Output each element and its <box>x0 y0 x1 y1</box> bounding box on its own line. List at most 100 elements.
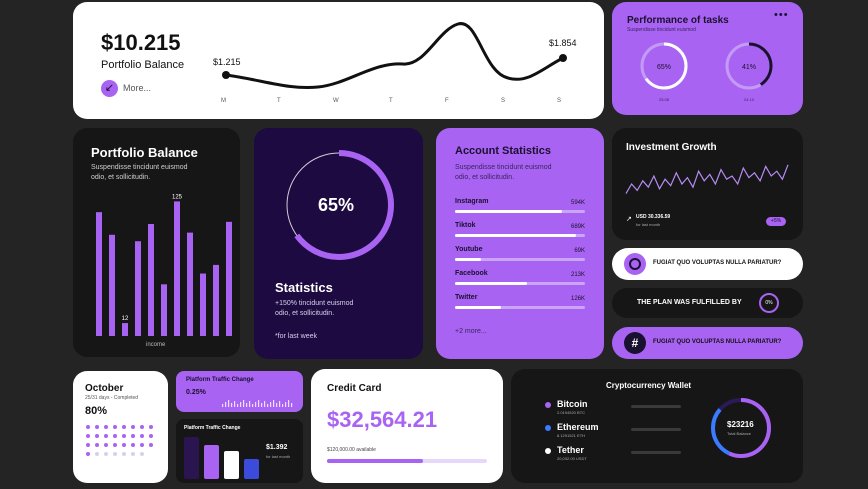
account-fill <box>455 306 501 309</box>
growth-badge: +5% <box>766 217 786 226</box>
october-title: October <box>85 383 124 394</box>
bars-x-label: income <box>146 342 166 348</box>
performance-rings: 65% 25.08 41% 24.10 <box>640 42 773 102</box>
end-value-label: $1.854 <box>549 38 577 48</box>
day-dot <box>86 443 90 447</box>
spark-tick <box>231 403 233 407</box>
coin-dot <box>545 425 551 431</box>
portfolio-bars-card: Portfolio Balance Suspendisse tincidunt … <box>73 128 240 357</box>
growth-title: Investment Growth <box>626 142 717 153</box>
day-dot <box>95 443 99 447</box>
pill-faq-2[interactable]: # FUGIAT QUO VOLUPTAS NULLA PARIATUR? <box>612 327 803 359</box>
growth-caption: for last month <box>636 222 661 227</box>
day-dot <box>122 425 126 429</box>
spark-tick <box>237 404 239 407</box>
spark-tick <box>240 402 242 407</box>
income-bar <box>187 232 193 336</box>
ring-progress <box>725 42 773 90</box>
day-dot <box>113 434 117 438</box>
account-fill <box>455 234 576 237</box>
day-dot <box>140 425 144 429</box>
pill-plan-fulfilled[interactable]: THE PLAN WAS FULFILLED BY 0% <box>612 288 803 318</box>
more-button[interactable]: ↙ More... <box>101 80 181 98</box>
day-dot <box>149 443 153 447</box>
day-dot <box>95 452 99 456</box>
day-dot <box>140 452 144 456</box>
hashtag-icon: # <box>624 332 646 354</box>
day-dot <box>104 443 108 447</box>
spark-tick <box>228 400 230 407</box>
spark-tick <box>249 401 251 407</box>
day-dot <box>104 434 108 438</box>
coin-amount: 20,032.00 USDT <box>557 456 587 461</box>
account-value: 213K <box>570 272 585 278</box>
traffic-bar <box>204 445 219 479</box>
day-dot <box>113 452 117 456</box>
spark-tick <box>222 404 224 407</box>
day-dot <box>95 425 99 429</box>
pill-faq-1[interactable]: FUGIAT QUO VOLUPTAS NULLA PARIATUR? <box>612 248 803 280</box>
statistics-percent: 65% <box>318 195 355 215</box>
traffic-bar <box>184 437 199 479</box>
traffic-1-title: Platform Traffic Change <box>186 377 254 383</box>
coin-name: Tether <box>557 445 584 455</box>
day-label: S <box>557 98 562 104</box>
ring-progress <box>640 42 688 90</box>
income-bar <box>109 234 115 336</box>
traffic-2-caption: for last month <box>266 454 291 459</box>
income-bar <box>161 284 167 336</box>
arrow-up-right-icon: ↗ <box>626 216 632 223</box>
day-dot <box>86 425 90 429</box>
ring-label: 65% <box>657 64 671 71</box>
account-list: Instagram 594K Tiktok 689K Youtube 69K Faceboo… <box>455 198 585 328</box>
start-point <box>222 71 230 79</box>
spark-tick <box>276 403 278 407</box>
credit-amount: $32,564.21 <box>327 407 438 432</box>
spark-tick <box>252 404 254 407</box>
spark-tick <box>243 400 245 407</box>
statistics-title: Statistics <box>275 280 333 295</box>
traffic-card-1: Platform Traffic Change 0.25% <box>176 371 303 412</box>
credit-progress-track <box>327 459 487 463</box>
day-dot <box>113 425 117 429</box>
day-dot <box>86 452 90 456</box>
portfolio-balance-card: $10.215 Portfolio Balance ↙ More... $1.2… <box>73 2 604 119</box>
statistics-footnote: *for last week <box>275 333 318 340</box>
coin-amount: 2.0194520 BTC <box>557 410 586 415</box>
account-name: Twitter <box>455 294 478 301</box>
account-name: Facebook <box>455 270 488 277</box>
spark-tick <box>291 403 293 407</box>
spark-tick <box>267 404 269 407</box>
october-percent: 80% <box>85 405 108 417</box>
end-point <box>559 54 567 62</box>
credit-card-card: Credit Card $32,564.21 $120,000.00 avail… <box>311 369 503 483</box>
coin-bar <box>631 405 681 408</box>
october-card: October 25/31 days - Completed 80% <box>73 371 168 483</box>
day-label: F <box>445 98 449 104</box>
day-dot <box>86 434 90 438</box>
spark-tick <box>270 402 272 407</box>
crypto-total-label: Total Balance <box>727 431 752 436</box>
growth-line-chart <box>625 164 789 194</box>
coin-bar <box>631 428 681 431</box>
account-subtitle-1: Suspendisse tincidunt euismod <box>455 164 552 171</box>
day-dot <box>104 425 108 429</box>
account-track <box>455 258 585 261</box>
bar-value-label: 125 <box>172 194 183 200</box>
arrow-down-left-icon: ↙ <box>101 80 118 97</box>
portfolio-bars-subtitle-1: Suspendisse tincidunt euismod <box>91 164 188 171</box>
coin-name: Ethereum <box>557 422 599 432</box>
spark-tick <box>255 402 257 407</box>
traffic-2-title: Platform Traffic Change <box>184 425 241 431</box>
more-options-icon[interactable]: ••• <box>774 9 789 21</box>
investment-growth-card: Investment Growth ↗ USD 30.336.59 for la… <box>612 128 803 240</box>
account-more-link[interactable]: +2 more... <box>455 328 487 335</box>
portfolio-bar-chart: 12 125 <box>96 194 232 336</box>
income-bar <box>200 273 206 336</box>
day-label: S <box>501 98 506 104</box>
account-name: Tiktok <box>455 222 476 229</box>
spark-tick <box>282 404 284 407</box>
day-dot <box>131 425 135 429</box>
statistics-desc-2: odio, et sollicitudin. <box>275 310 335 317</box>
traffic-2-bar-chart <box>184 437 259 479</box>
